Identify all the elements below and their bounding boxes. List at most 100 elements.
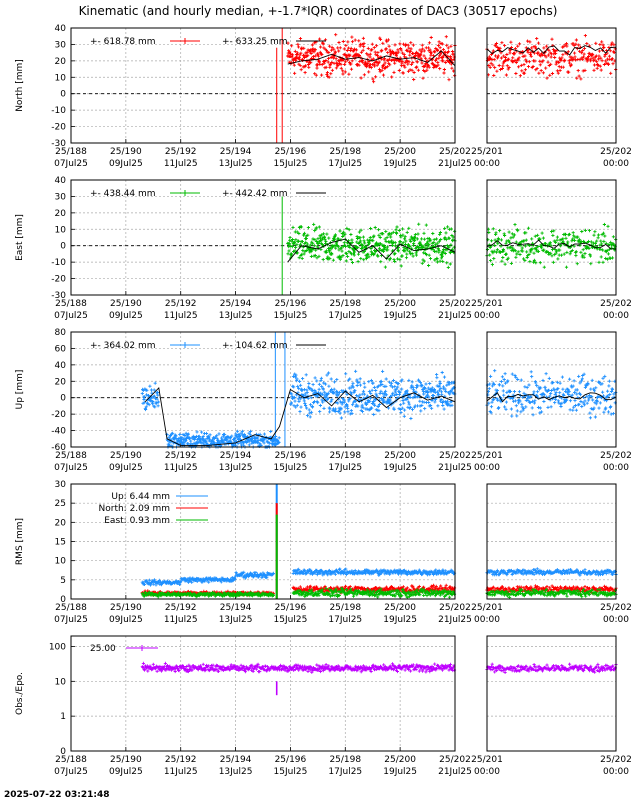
zoom-rms-xtick-doy: 25/202 bbox=[600, 603, 632, 613]
main-obs-ytick-label: 10 bbox=[55, 677, 67, 687]
main-north-xtick-doy: 25/194 bbox=[220, 147, 252, 157]
main-north-xtick-date: 13Jul25 bbox=[219, 159, 253, 169]
main-up-xtick-doy: 25/190 bbox=[110, 451, 142, 461]
zoom-up-frame bbox=[486, 331, 617, 448]
panel-up: 25/188 07Jul25 25/190 09Jul25 25/192 11Jul25 2… bbox=[15, 328, 632, 473]
obs-legend-label: 25.00 bbox=[90, 644, 116, 654]
main-east-xtick-date: 11Jul25 bbox=[164, 311, 198, 321]
main-obs-xtick-date: 19Jul25 bbox=[383, 767, 417, 777]
up-median-main bbox=[144, 386, 456, 446]
main-north-ytick-label: 40 bbox=[55, 24, 67, 34]
main-up-xtick-doy: 25/200 bbox=[384, 451, 416, 461]
main-rms-xtick-doy: 25/202 bbox=[439, 603, 471, 613]
main-up-xtick-doy: 25/192 bbox=[165, 451, 197, 461]
north-median-main bbox=[287, 50, 456, 67]
main-east-xtick-doy: 25/196 bbox=[275, 299, 307, 309]
up-ylabel: Up [mm] bbox=[15, 370, 25, 410]
rms-up-main-1 bbox=[179, 576, 237, 584]
zoom-east-xtick-doy: 25/202 bbox=[600, 299, 632, 309]
main-rms-xtick-doy: 25/198 bbox=[329, 603, 361, 613]
rms-legend-label-1: North: 2.09 mm bbox=[99, 504, 171, 514]
main-north-ytick-label: 0 bbox=[60, 90, 66, 100]
main-up-xtick-doy: 25/188 bbox=[55, 451, 87, 461]
main-north-xtick-doy: 25/198 bbox=[329, 147, 361, 157]
main-north-xtick-date: 21Jul25 bbox=[438, 159, 472, 169]
rms-up-zoom-3 bbox=[485, 567, 618, 577]
main-rms-xtick-date: 13Jul25 bbox=[219, 615, 253, 625]
panel-obs: 25/188 07Jul25 25/190 09Jul25 25/192 11Jul25 2… bbox=[15, 635, 632, 777]
timestamp-label: 2025-07-22 03:21:48 bbox=[4, 790, 109, 800]
east-points-main-0 bbox=[286, 222, 457, 269]
rms-up-main-3 bbox=[291, 567, 457, 577]
main-obs-xtick-date: 09Jul25 bbox=[109, 767, 143, 777]
zoom-up-xtick-doy: 25/202 bbox=[600, 451, 632, 461]
main-rms-xtick-date: 15Jul25 bbox=[274, 615, 308, 625]
main-north-ytick-label: 30 bbox=[55, 40, 67, 50]
main-east-xtick-date: 17Jul25 bbox=[328, 311, 362, 321]
main-obs-xtick-doy: 25/188 bbox=[55, 755, 87, 765]
main-east-xtick-date: 13Jul25 bbox=[219, 311, 253, 321]
main-up-xtick-doy: 25/194 bbox=[220, 451, 252, 461]
main-obs-xtick-doy: 25/198 bbox=[329, 755, 361, 765]
main-east-ytick-label: -20 bbox=[51, 275, 66, 285]
main-obs-xtick-date: 17Jul25 bbox=[328, 767, 362, 777]
main-rms-ytick-label: 0 bbox=[60, 595, 66, 605]
main-up-ytick-label: -60 bbox=[51, 443, 66, 453]
main-obs-ytick-label: 0 bbox=[60, 747, 66, 757]
main-up-ytick-label: 40 bbox=[55, 361, 67, 371]
main-north-ytick-label: -20 bbox=[51, 123, 66, 133]
up-median-zoom bbox=[486, 392, 617, 403]
main-obs-ytick-label: 1 bbox=[60, 712, 66, 722]
panel-north: 25/188 07Jul25 25/190 09Jul25 25/192 11Jul25 2… bbox=[15, 24, 632, 169]
east-legend-points-label: +- 438.44 mm bbox=[90, 189, 156, 199]
up-points-main-1 bbox=[165, 429, 281, 449]
main-east-xtick-doy: 25/188 bbox=[55, 299, 87, 309]
main-rms-ytick-label: 15 bbox=[55, 538, 66, 548]
main-north-xtick-date: 17Jul25 bbox=[328, 159, 362, 169]
zoom-up-xtick-date: 00:00 bbox=[474, 463, 500, 473]
chart-title: Kinematic (and hourly median, +-1.7*IQR)… bbox=[79, 4, 558, 18]
zoom-east-frame bbox=[486, 179, 617, 296]
main-obs-xtick-doy: 25/190 bbox=[110, 755, 142, 765]
main-north-xtick-doy: 25/196 bbox=[275, 147, 307, 157]
main-rms-xtick-date: 19Jul25 bbox=[383, 615, 417, 625]
obs-ylabel: Obs./Epo. bbox=[15, 672, 25, 715]
obs-points-zoom bbox=[485, 662, 618, 674]
main-east-ytick-label: 10 bbox=[55, 225, 67, 235]
main-north-xtick-date: 07Jul25 bbox=[54, 159, 88, 169]
main-up-xtick-date: 07Jul25 bbox=[54, 463, 88, 473]
main-obs-xtick-doy: 25/192 bbox=[165, 755, 197, 765]
zoom-north-xtick-doy: 25/201 bbox=[471, 147, 503, 157]
up-points-main-2 bbox=[288, 369, 457, 421]
main-rms-xtick-doy: 25/196 bbox=[275, 603, 307, 613]
main-rms-xtick-doy: 25/200 bbox=[384, 603, 416, 613]
main-up-xtick-date: 19Jul25 bbox=[383, 463, 417, 473]
main-rms-xtick-date: 21Jul25 bbox=[438, 615, 472, 625]
zoom-east-xtick-date: 00:00 bbox=[474, 311, 500, 321]
main-rms-ytick-label: 10 bbox=[55, 557, 67, 567]
zoom-north-xtick-doy: 25/202 bbox=[600, 147, 632, 157]
main-east-xtick-doy: 25/202 bbox=[439, 299, 471, 309]
main-north-frame bbox=[70, 27, 456, 144]
main-rms-ytick-label: 25 bbox=[55, 499, 66, 509]
zoom-obs-xtick-date: 00:00 bbox=[474, 767, 500, 777]
panel-rms: 25/188 07Jul25 25/190 09Jul25 25/192 11Jul25 2… bbox=[15, 480, 632, 625]
rms-east-main-1 bbox=[291, 586, 457, 599]
zoom-north-xtick-date: 00:00 bbox=[474, 159, 500, 169]
main-rms-xtick-doy: 25/188 bbox=[55, 603, 87, 613]
main-north-xtick-date: 11Jul25 bbox=[164, 159, 198, 169]
up-legend-points-label: +- 364.02 mm bbox=[90, 341, 156, 351]
main-up-ytick-label: 0 bbox=[60, 394, 66, 404]
zoom-rms-xtick-doy: 25/201 bbox=[471, 603, 503, 613]
main-obs-xtick-doy: 25/194 bbox=[220, 755, 252, 765]
zoom-north-frame bbox=[486, 27, 617, 144]
main-rms-xtick-date: 11Jul25 bbox=[164, 615, 198, 625]
main-rms-xtick-doy: 25/194 bbox=[220, 603, 252, 613]
north-median-zoom bbox=[486, 45, 617, 56]
main-up-xtick-date: 17Jul25 bbox=[328, 463, 362, 473]
main-east-xtick-doy: 25/200 bbox=[384, 299, 416, 309]
main-east-ytick-label: -10 bbox=[51, 258, 66, 268]
main-east-ytick-label: -30 bbox=[51, 291, 66, 301]
main-rms-ytick-label: 30 bbox=[55, 480, 67, 490]
